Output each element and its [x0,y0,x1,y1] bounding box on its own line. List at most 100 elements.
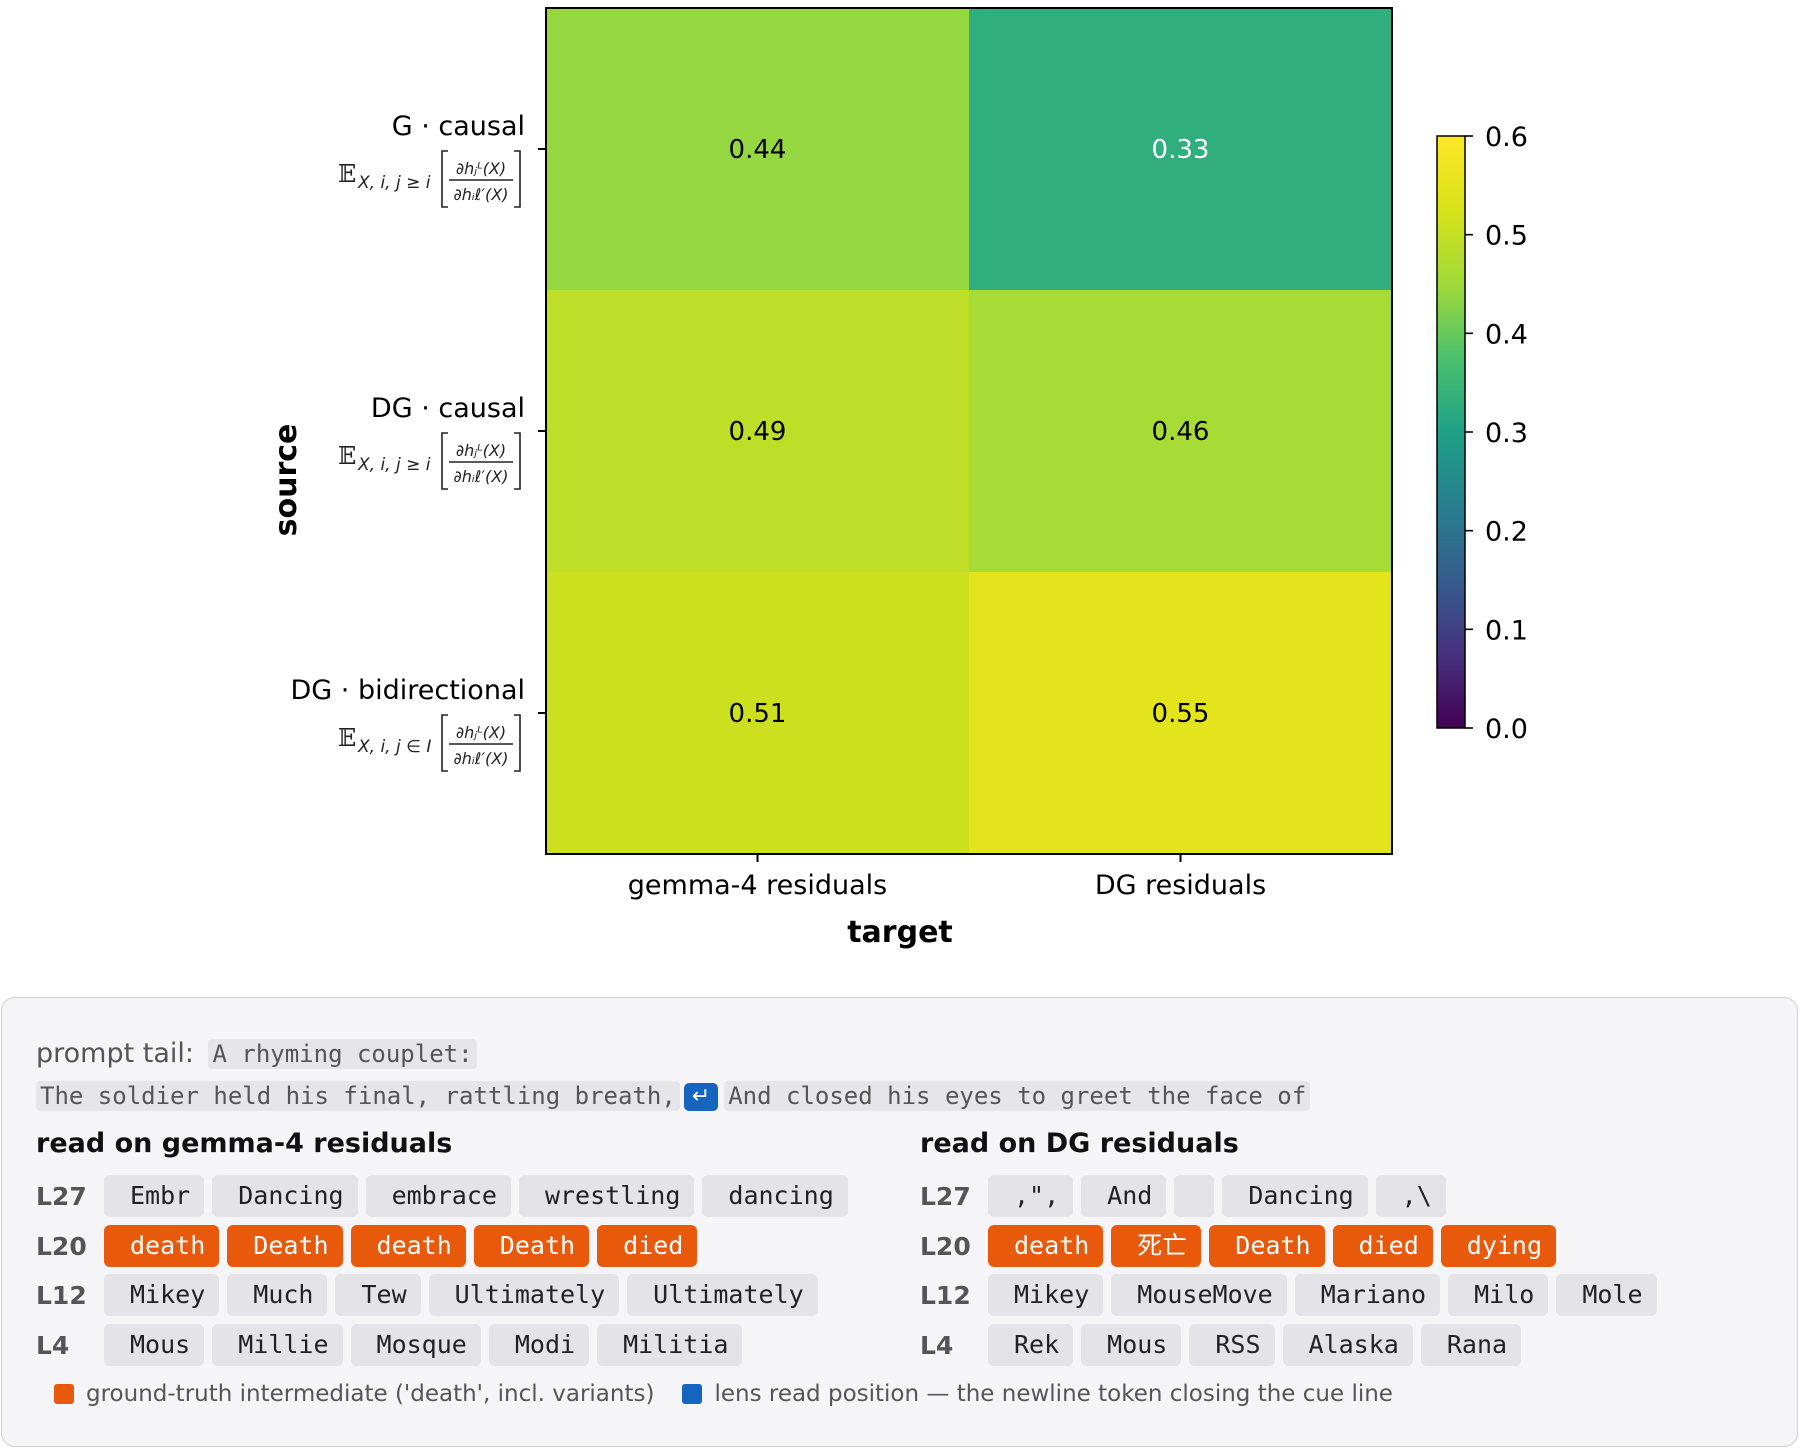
token-chip-ground-truth: Death [227,1225,343,1267]
colorbar-tick-label: 0.3 [1485,418,1528,449]
jacobian-formula: 𝔼 X, i, j ≥ i ∂hⱼᴸ(X) ∂hᵢℓ′(X) [338,150,521,208]
layer-label: L27 [36,1181,87,1211]
token-chip: Mikey [104,1274,220,1316]
token-chip-ground-truth: death [350,1225,466,1267]
token-chip: Embr [104,1175,205,1217]
lens-row-l12: L12 Mikey MouseMove Mariano Milo Mole [920,1274,1665,1316]
token-chip: Mariano [1294,1274,1441,1316]
token-chip-ground-truth: died [597,1225,698,1267]
heatmap-cell [546,290,970,573]
lens-row-l20: L20 death Death death Death died [36,1225,705,1267]
token-chip-ground-truth: 死亡 [1111,1225,1202,1267]
token-chip: Tew [335,1274,421,1316]
token-chip: wrestling [518,1175,695,1217]
legend-gt-label: ground-truth intermediate ('death', incl… [86,1381,655,1407]
token-chip: Mikey [988,1274,1104,1316]
token-chip: Dancing [1222,1175,1368,1217]
cell-value-label: 0.51 [729,699,787,729]
cell-value-label: 0.49 [729,417,787,447]
token-chip: Mous [1081,1324,1182,1366]
right-bracket [514,432,521,490]
expectation-symbol: 𝔼 [338,724,356,752]
formula-subscript: X, i, j ∈ I [357,737,431,757]
y-axis-title: source [269,424,304,537]
left-bracket [441,432,448,490]
lens-row-l4: L4 Rek Mous RSS Alaska Rana [920,1324,1529,1366]
token-chip-ground-truth: Death [1209,1225,1325,1267]
x-tick-label: gemma-4 residuals [628,870,887,901]
layer-label: L20 [920,1231,971,1261]
heatmap-cell [969,572,1393,855]
left-column-title: read on gemma-4 residuals [36,1128,453,1159]
cell-value-label: 0.55 [1152,699,1210,729]
token-chip: Mole [1556,1274,1657,1316]
heatmap-cell [969,290,1393,573]
left-bracket [441,714,448,772]
token-chip: Dancing [212,1175,358,1217]
layer-label: L20 [36,1231,87,1261]
token-chip: Militia [597,1324,743,1366]
right-bracket [514,714,521,772]
right-column-title: read on DG residuals [920,1128,1239,1159]
x-tick-label: DG residuals [1095,870,1266,901]
jacobian-formula: 𝔼 X, i, j ∈ I ∂hⱼᴸ(X) ∂hᵢℓ′(X) [338,714,521,772]
token-chip: Millie [212,1324,343,1366]
token-chip: And [1081,1175,1167,1217]
y-tick-label: G · causal [392,111,525,142]
prompt-text: The soldier held his final, rattling bre… [36,1081,680,1111]
layer-label: L4 [920,1330,954,1360]
lens-row-l20: L20 death 死亡 Death died dying [920,1225,1564,1267]
prompt-text: A rhyming couplet: [208,1039,477,1069]
layer-label: L4 [36,1330,70,1360]
token-chip: Rek [988,1324,1074,1366]
colorbar-tick-label: 0.6 [1485,122,1528,153]
y-tick-label: DG · bidirectional [291,675,525,706]
formula-denominator: ∂hᵢℓ′(X) [454,185,509,204]
newline-token-icon: ↵ [683,1083,719,1111]
formula-subscript: X, i, j ≥ i [357,455,431,475]
token-chip-ground-truth: Death [473,1225,590,1267]
heatmap-cell [546,8,970,291]
colorbar-tick-label: 0.2 [1485,517,1528,548]
layer-label: L12 [920,1280,971,1310]
heatmap-cell [546,572,970,855]
prompt-tail-label: prompt tail: [36,1038,195,1069]
token-chip: ,", [988,1175,1074,1217]
token-chip: embrace [365,1175,511,1217]
x-axis-title: target [847,915,953,950]
token-chip: Mous [104,1324,205,1366]
prompt-tail-line2: The soldier held his final, rattling bre… [36,1081,1311,1111]
token-chip: MouseMove [1111,1274,1287,1316]
formula-numerator: ∂hⱼᴸ(X) [456,723,506,742]
token-chip: Ultimately [428,1274,620,1316]
layer-label: L27 [920,1181,971,1211]
token-chip: ,\ [1375,1175,1446,1217]
jacobian-formula: 𝔼 X, i, j ≥ i ∂hⱼᴸ(X) ∂hᵢℓ′(X) [338,432,521,490]
formula-numerator: ∂hⱼᴸ(X) [456,159,506,178]
legend-lens-label: lens read position — the newline token c… [714,1381,1393,1407]
token-chip: dancing [702,1175,848,1217]
expectation-symbol: 𝔼 [338,442,356,470]
heatmap-cell [969,8,1393,291]
token-chip [1174,1175,1215,1217]
lens-swatch [682,1384,703,1404]
token-chip-ground-truth: death [988,1225,1104,1267]
legend: ground-truth intermediate ('death', incl… [54,1381,1393,1407]
colorbar [1436,135,1466,729]
lens-row-l27: L27 Embr Dancing embrace wrestling dancing [36,1175,856,1217]
layer-label: L12 [36,1280,87,1310]
cell-value-label: 0.46 [1152,417,1210,447]
prompt-tail-line1: prompt tail: A rhyming couplet: [36,1038,477,1069]
prompt-text: And closed his eyes to greet the face of [724,1081,1311,1111]
token-chip: Ultimately [627,1274,818,1316]
token-chip: RSS [1189,1324,1275,1366]
colorbar-tick-label: 0.4 [1485,319,1528,350]
colorbar-tick-label: 0.1 [1485,615,1528,646]
formula-subscript: X, i, j ≥ i [357,173,431,193]
token-chip: Mosque [350,1324,481,1366]
formula-numerator: ∂hⱼᴸ(X) [456,441,506,460]
lens-row-l12: L12 Mikey Much Tew Ultimately Ultimately [36,1274,826,1316]
token-chip-ground-truth: dying [1440,1225,1557,1267]
formula-denominator: ∂hᵢℓ′(X) [454,749,509,768]
